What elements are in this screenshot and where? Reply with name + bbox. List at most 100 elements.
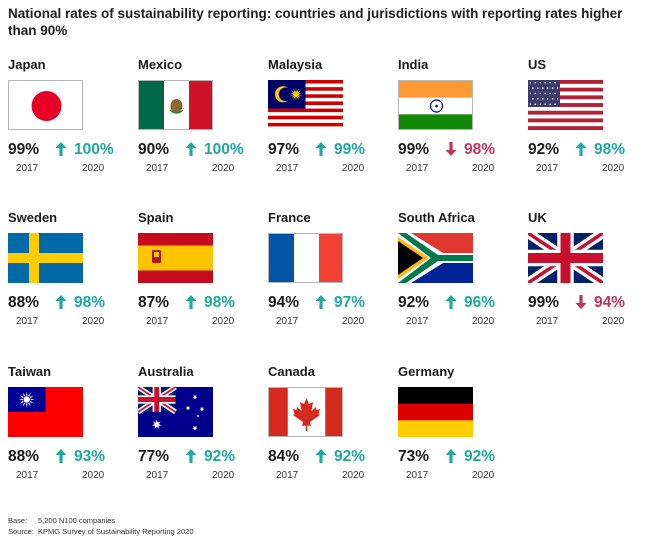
country-name: Mexico — [138, 57, 183, 72]
value-2020: 93% — [74, 448, 106, 465]
taiwan-flag-icon — [8, 387, 83, 437]
value-2017: 87% — [138, 294, 170, 311]
year-2020-label: 2020 — [472, 163, 495, 174]
year-2017-label: 2017 — [146, 163, 169, 174]
footnote-base: Base: 5,200 N100 companies — [8, 516, 115, 525]
germany-flag-icon — [398, 387, 473, 437]
year-2017-label: 2017 — [406, 470, 429, 481]
year-2020-label: 2020 — [342, 163, 365, 174]
arrow-up-icon — [444, 447, 458, 465]
value-2017: 99% — [528, 294, 560, 311]
year-2017-label: 2017 — [276, 470, 299, 481]
france-flag-icon — [268, 233, 343, 283]
arrow-down-icon — [574, 293, 588, 311]
year-2020-label: 2020 — [82, 316, 105, 327]
value-2017: 99% — [8, 141, 40, 158]
value-2020: 100% — [74, 141, 114, 158]
value-2017: 73% — [398, 448, 430, 465]
value-2020: 98% — [204, 294, 236, 311]
arrow-up-icon — [184, 447, 198, 465]
year-2020-label: 2020 — [472, 470, 495, 481]
value-2017: 84% — [268, 448, 300, 465]
year-2017-label: 2017 — [276, 163, 299, 174]
country-card: Malaysia 97% 99% 2017 2020 — [268, 57, 398, 192]
arrow-up-icon — [314, 140, 328, 158]
value-2017: 88% — [8, 294, 40, 311]
value-2017: 77% — [138, 448, 170, 465]
value-2017: 97% — [268, 141, 300, 158]
footnote-source: Source: KPMG Survey of Sustainability Rep… — [8, 527, 194, 536]
value-2017: 94% — [268, 294, 300, 311]
year-2017-label: 2017 — [406, 163, 429, 174]
arrow-down-icon — [444, 140, 458, 158]
country-card: Sweden 88% 98% 2017 2020 — [8, 210, 138, 345]
year-2017-label: 2017 — [146, 470, 169, 481]
arrow-up-icon — [184, 140, 198, 158]
country-name: Taiwan — [8, 364, 52, 379]
country-card: UK 99% 94% 2017 2020 — [528, 210, 654, 345]
country-card: India 99% 98% 2017 2020 — [398, 57, 528, 192]
country-card: Mexico 90% 100% 2017 2020 — [138, 57, 268, 192]
year-2017-label: 2017 — [16, 163, 39, 174]
arrow-up-icon — [314, 293, 328, 311]
year-2020-label: 2020 — [212, 470, 235, 481]
country-name: Japan — [8, 57, 46, 72]
japan-flag-icon — [8, 80, 83, 130]
value-2017: 90% — [138, 141, 170, 158]
country-name: Spain — [138, 210, 174, 225]
year-2017-label: 2017 — [536, 163, 559, 174]
value-2017: 99% — [398, 141, 430, 158]
year-2017-label: 2017 — [146, 316, 169, 327]
value-2017: 88% — [8, 448, 40, 465]
canada-flag-icon — [268, 387, 343, 437]
value-2020: 97% — [334, 294, 366, 311]
year-2017-label: 2017 — [16, 470, 39, 481]
year-2020-label: 2020 — [212, 163, 235, 174]
year-2020-label: 2020 — [342, 470, 365, 481]
australia-flag-icon — [138, 387, 213, 437]
arrow-up-icon — [574, 140, 588, 158]
value-2020: 92% — [334, 448, 366, 465]
country-name: Malaysia — [268, 57, 323, 72]
year-2020-label: 2020 — [602, 163, 625, 174]
country-name: France — [268, 210, 311, 225]
spain-flag-icon — [138, 233, 213, 283]
country-card: Germany 73% 92% 2017 2020 — [398, 364, 528, 499]
arrow-up-icon — [54, 293, 68, 311]
country-card: Japan 99% 100% 2017 2020 — [8, 57, 138, 192]
value-2020: 98% — [594, 141, 626, 158]
year-2017-label: 2017 — [406, 316, 429, 327]
value-2020: 100% — [204, 141, 244, 158]
malaysia-flag-icon — [268, 80, 343, 130]
south-africa-flag-icon — [398, 233, 473, 283]
country-name: Canada — [268, 364, 315, 379]
sweden-flag-icon — [8, 233, 83, 283]
country-name: Germany — [398, 364, 455, 379]
country-grid: Japan 99% 100% 2017 2020 Mexico 90% 100% … — [8, 57, 654, 497]
base-label: Base: — [8, 516, 28, 525]
year-2020-label: 2020 — [212, 316, 235, 327]
country-card: South Africa 92% 96% 2017 2020 — [398, 210, 528, 345]
base-value: 5,200 N100 companies — [38, 516, 116, 525]
value-2020: 98% — [74, 294, 106, 311]
arrow-up-icon — [444, 293, 458, 311]
year-2020-label: 2020 — [342, 316, 365, 327]
value-2017: 92% — [398, 294, 430, 311]
value-2020: 96% — [464, 294, 496, 311]
year-2020-label: 2020 — [82, 470, 105, 481]
country-name: India — [398, 57, 429, 72]
uk-flag-icon — [528, 233, 603, 283]
country-card: Spain 87% 98% 2017 2020 — [138, 210, 268, 345]
mexico-flag-icon — [138, 80, 213, 130]
year-2020-label: 2020 — [82, 163, 105, 174]
country-card: Taiwan 88% 93% 2017 2020 — [8, 364, 138, 499]
india-flag-icon — [398, 80, 473, 130]
arrow-up-icon — [54, 447, 68, 465]
arrow-up-icon — [314, 447, 328, 465]
source-label: Source: — [8, 527, 34, 536]
country-name: UK — [528, 210, 547, 225]
country-name: US — [528, 57, 547, 72]
value-2017: 92% — [528, 141, 560, 158]
country-card: US 92% 98% 2017 2020 — [528, 57, 654, 192]
country-name: Sweden — [8, 210, 58, 225]
